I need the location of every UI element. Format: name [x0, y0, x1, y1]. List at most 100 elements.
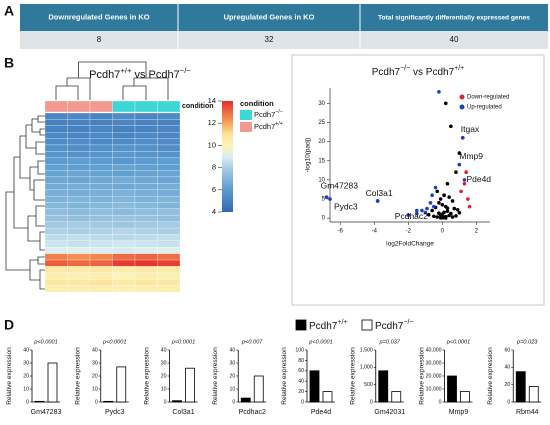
- panel-frame: [291, 54, 545, 306]
- heatmap-cell: [112, 279, 136, 286]
- heatmap-cell: [89, 240, 113, 248]
- bar: [172, 400, 182, 403]
- heatmap-cell: [157, 285, 181, 293]
- table-row-bg: [20, 31, 548, 49]
- heatmap-cell: [157, 157, 181, 165]
- y-tick-label: 30: [318, 101, 325, 107]
- heatmap-cell: [134, 240, 158, 248]
- annotated-point: [460, 135, 465, 140]
- y-tick-label: 0: [507, 399, 510, 405]
- table-cell: 8: [97, 35, 102, 44]
- y-tick-label: 30: [161, 360, 167, 366]
- x-tick-label: -2: [406, 229, 412, 235]
- heatmap-cell: [67, 151, 91, 158]
- heatmap-cell: [157, 151, 181, 158]
- heatmap-cell: [89, 227, 113, 235]
- point: [437, 201, 441, 205]
- heatmap-cell: [89, 189, 113, 197]
- y-tick-label: 0: [26, 399, 29, 405]
- heatmap-cell: [157, 202, 181, 210]
- heatmap-cell: [44, 208, 68, 216]
- y-tick-label: 40: [504, 365, 510, 371]
- heatmap-title-part: Pcdh7: [89, 69, 120, 81]
- p-value: p=0.023: [516, 339, 538, 345]
- heatmap-cell: [89, 164, 113, 171]
- point: [430, 208, 434, 213]
- legend-label-part: +/+: [337, 319, 347, 326]
- legend-label-part: −/−: [403, 319, 413, 326]
- point: [428, 201, 433, 205]
- y-axis-label: Relative expression: [75, 347, 82, 405]
- heatmap-cell: [89, 279, 113, 286]
- heatmap-cell: [157, 221, 181, 229]
- heatmap-cell: [112, 170, 136, 178]
- heatmap-cell: [44, 215, 68, 222]
- heatmap-cell: [89, 183, 113, 190]
- point: [437, 90, 441, 94]
- y-tick-label: 10: [318, 177, 325, 183]
- heatmap-cell: [134, 221, 158, 229]
- heatmap-cell: [157, 119, 181, 126]
- y-axis-label: Relative expression: [6, 347, 13, 405]
- heatmap-cell: [157, 215, 181, 222]
- heatmap-cell: [44, 112, 68, 120]
- y-tick-label: 20: [229, 373, 235, 379]
- y-tick-label: 0: [301, 399, 304, 405]
- volcano-title-part: +/+: [454, 65, 464, 72]
- heatmap-cell: [44, 195, 68, 203]
- heatmap-cell: [89, 272, 113, 280]
- annotated-point: [457, 162, 462, 167]
- heatmap-cell: [44, 272, 68, 280]
- heatmap-cell: [89, 144, 113, 152]
- column-dendrogram: [55, 61, 169, 100]
- point: [426, 212, 431, 217]
- color-bar-label: 12: [208, 118, 216, 127]
- y-tick-label: 20,000: [426, 373, 442, 379]
- legend-title: condition: [240, 99, 274, 108]
- point: [454, 214, 458, 218]
- heatmap-cell: [67, 234, 91, 241]
- bar: [103, 400, 114, 403]
- y-tick-label: 20: [161, 373, 167, 379]
- annotated-point: [324, 195, 329, 199]
- heatmap-cell: [44, 221, 68, 229]
- y-tick-label: 1,500: [360, 347, 373, 353]
- gene-label: Mmp9: [449, 409, 469, 416]
- heatmap-cell: [134, 272, 158, 280]
- heatmap-cell: [157, 183, 181, 190]
- point: [445, 206, 450, 211]
- y-tick-label: 0: [322, 216, 326, 222]
- legend-label-part: Pcdh7: [254, 122, 275, 131]
- point: [440, 202, 445, 207]
- annotation: Itgax: [461, 124, 480, 134]
- y-tick-label: 500: [364, 382, 373, 388]
- column-annotation: [44, 100, 68, 113]
- color-bar: [222, 101, 233, 212]
- heatmap-cell: [89, 221, 113, 229]
- heatmap-cell: [89, 215, 113, 222]
- y-tick-label: 100: [295, 347, 304, 353]
- column-annotation: [67, 100, 91, 113]
- heatmap-cell: [67, 247, 91, 254]
- heatmap-cell: [67, 266, 91, 273]
- point: [457, 151, 462, 155]
- legend-label-part: Pcdh7: [254, 110, 275, 119]
- gene-label: Rbm44: [516, 409, 539, 416]
- heatmap-cell: [134, 259, 158, 267]
- y-tick-label: 30,000: [426, 360, 442, 366]
- annotation: Pde4d: [466, 174, 491, 184]
- heatmap-cell: [157, 259, 181, 267]
- heatmap-cell: [112, 253, 136, 261]
- x-tick-label: 0: [441, 229, 445, 235]
- heatmap-cell: [134, 157, 158, 165]
- p-value: p<0.0001: [446, 339, 471, 345]
- annotation: Mmp9: [459, 151, 483, 161]
- heatmap-cell: [67, 208, 91, 216]
- heatmap-cell: [157, 164, 181, 171]
- heatmap-cell: [112, 259, 136, 267]
- heatmap-cell: [112, 157, 136, 165]
- heatmap-cell: [134, 183, 158, 190]
- point: [433, 185, 438, 190]
- bar: [309, 370, 320, 403]
- x-tick-label: -4: [372, 229, 378, 235]
